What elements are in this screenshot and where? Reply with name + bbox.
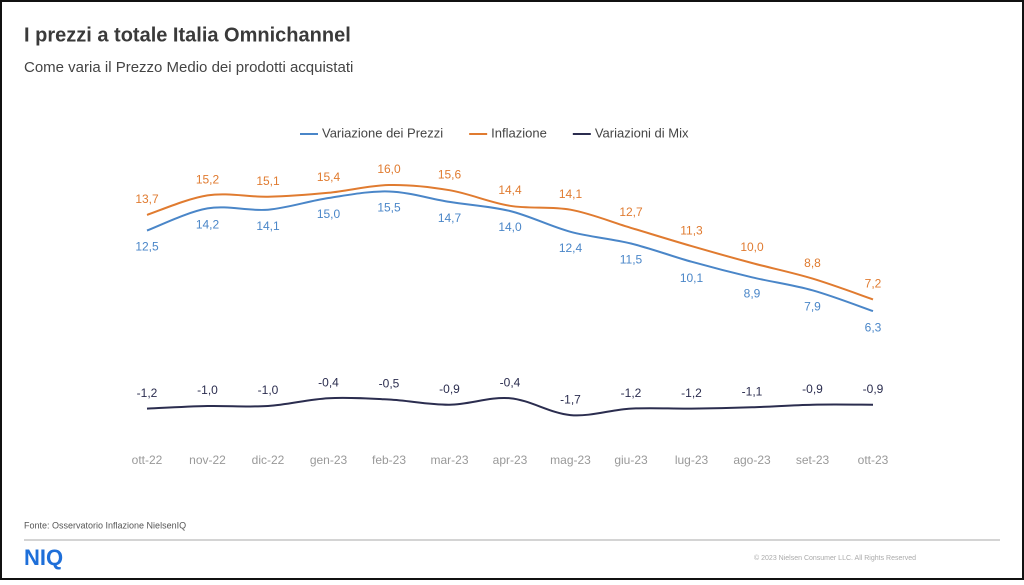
data-label: 12,4 <box>559 241 583 255</box>
x-tick-label: ott-23 <box>858 453 889 467</box>
data-label: -0,4 <box>500 375 521 389</box>
data-label: -0,9 <box>863 382 884 396</box>
x-tick-label: giu-23 <box>614 453 648 467</box>
x-tick-label: feb-23 <box>372 453 406 467</box>
data-label: 12,5 <box>135 240 159 254</box>
chart-title: I prezzi a totale Italia Omnichannel <box>24 24 351 46</box>
x-tick-label: dic-22 <box>252 453 285 467</box>
data-label: -0,9 <box>802 382 823 396</box>
data-label: 7,2 <box>865 277 882 291</box>
data-label: 14,2 <box>196 218 220 232</box>
chart-subtitle: Come varia il Prezzo Medio dei prodotti … <box>24 59 353 76</box>
legend-label: Variazioni di Mix <box>595 125 689 140</box>
data-label: 15,4 <box>317 170 341 184</box>
data-label: 8,8 <box>804 256 821 270</box>
data-label: -1,0 <box>258 383 279 397</box>
data-label: 10,0 <box>740 240 764 254</box>
data-label: 14,1 <box>256 219 280 233</box>
data-label: 14,7 <box>438 211 462 225</box>
x-tick-label: ott-22 <box>132 453 163 467</box>
data-label: -1,1 <box>742 384 763 398</box>
series-line <box>146 183 874 301</box>
data-label: 8,9 <box>744 286 761 300</box>
data-label: -0,4 <box>318 375 339 389</box>
legend-label: Inflazione <box>491 125 547 140</box>
data-label: -0,5 <box>379 377 400 391</box>
data-label: 7,9 <box>804 299 821 313</box>
source: Fonte: Osservatorio Inflazione NielsenIQ <box>24 520 186 530</box>
data-label: 15,5 <box>377 201 401 215</box>
x-tick-label: gen-23 <box>310 453 348 467</box>
data-label: 16,0 <box>377 162 401 176</box>
data-label: 15,1 <box>256 174 280 188</box>
x-tick-label: set-23 <box>796 453 830 467</box>
x-tick-label: nov-22 <box>189 453 226 467</box>
data-label: 13,7 <box>135 192 159 206</box>
copyright: © 2023 Nielsen Consumer LLC. All Rights … <box>754 554 916 562</box>
data-label: -1,0 <box>197 383 218 397</box>
data-label: -1,2 <box>621 386 642 400</box>
x-tick-label: apr-23 <box>493 453 528 467</box>
data-label: 12,7 <box>619 205 643 219</box>
x-tick-label: lug-23 <box>675 453 709 467</box>
data-label: 11,5 <box>620 253 643 267</box>
data-label: 10,1 <box>680 271 704 285</box>
x-tick-label: mag-23 <box>550 453 591 467</box>
data-label: 14,1 <box>559 187 583 201</box>
data-label: -1,2 <box>137 386 158 400</box>
data-label: -1,2 <box>681 386 702 400</box>
data-label: 15,6 <box>438 167 462 181</box>
x-tick-label: ago-23 <box>733 453 771 467</box>
data-label: 11,3 <box>680 223 703 237</box>
legend-label: Variazione dei Prezzi <box>322 125 443 140</box>
data-label: -0,9 <box>439 382 460 396</box>
data-label: 15,2 <box>196 173 220 187</box>
data-label: 15,0 <box>317 207 341 221</box>
series-line <box>146 396 874 417</box>
data-label: 14,0 <box>498 220 522 234</box>
series-line <box>146 190 874 313</box>
logo: NIQ <box>24 545 63 570</box>
x-tick-label: mar-23 <box>430 453 468 467</box>
data-label: -1,7 <box>560 392 581 406</box>
data-label: 6,3 <box>865 320 882 334</box>
data-label: 14,4 <box>498 183 522 197</box>
